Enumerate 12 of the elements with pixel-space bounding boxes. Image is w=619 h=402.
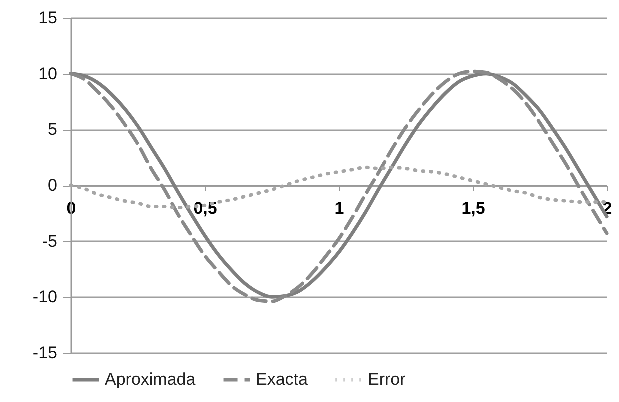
y-tick-label: -5	[42, 232, 58, 251]
y-tick-label: -10	[32, 288, 58, 307]
legend-label: Exacta	[256, 370, 309, 389]
y-tick-label: -15	[32, 344, 58, 362]
y-tick-label: 0	[48, 176, 58, 195]
y-tick-label: 15	[38, 8, 58, 28]
legend-label: Aproximada	[105, 370, 196, 389]
y-tick-label: 10	[38, 64, 58, 84]
y-tick-label: 5	[48, 120, 58, 140]
legend-label: Error	[368, 370, 406, 389]
x-tick-label: 1	[334, 199, 344, 218]
x-tick-label: 1,5	[462, 199, 486, 218]
